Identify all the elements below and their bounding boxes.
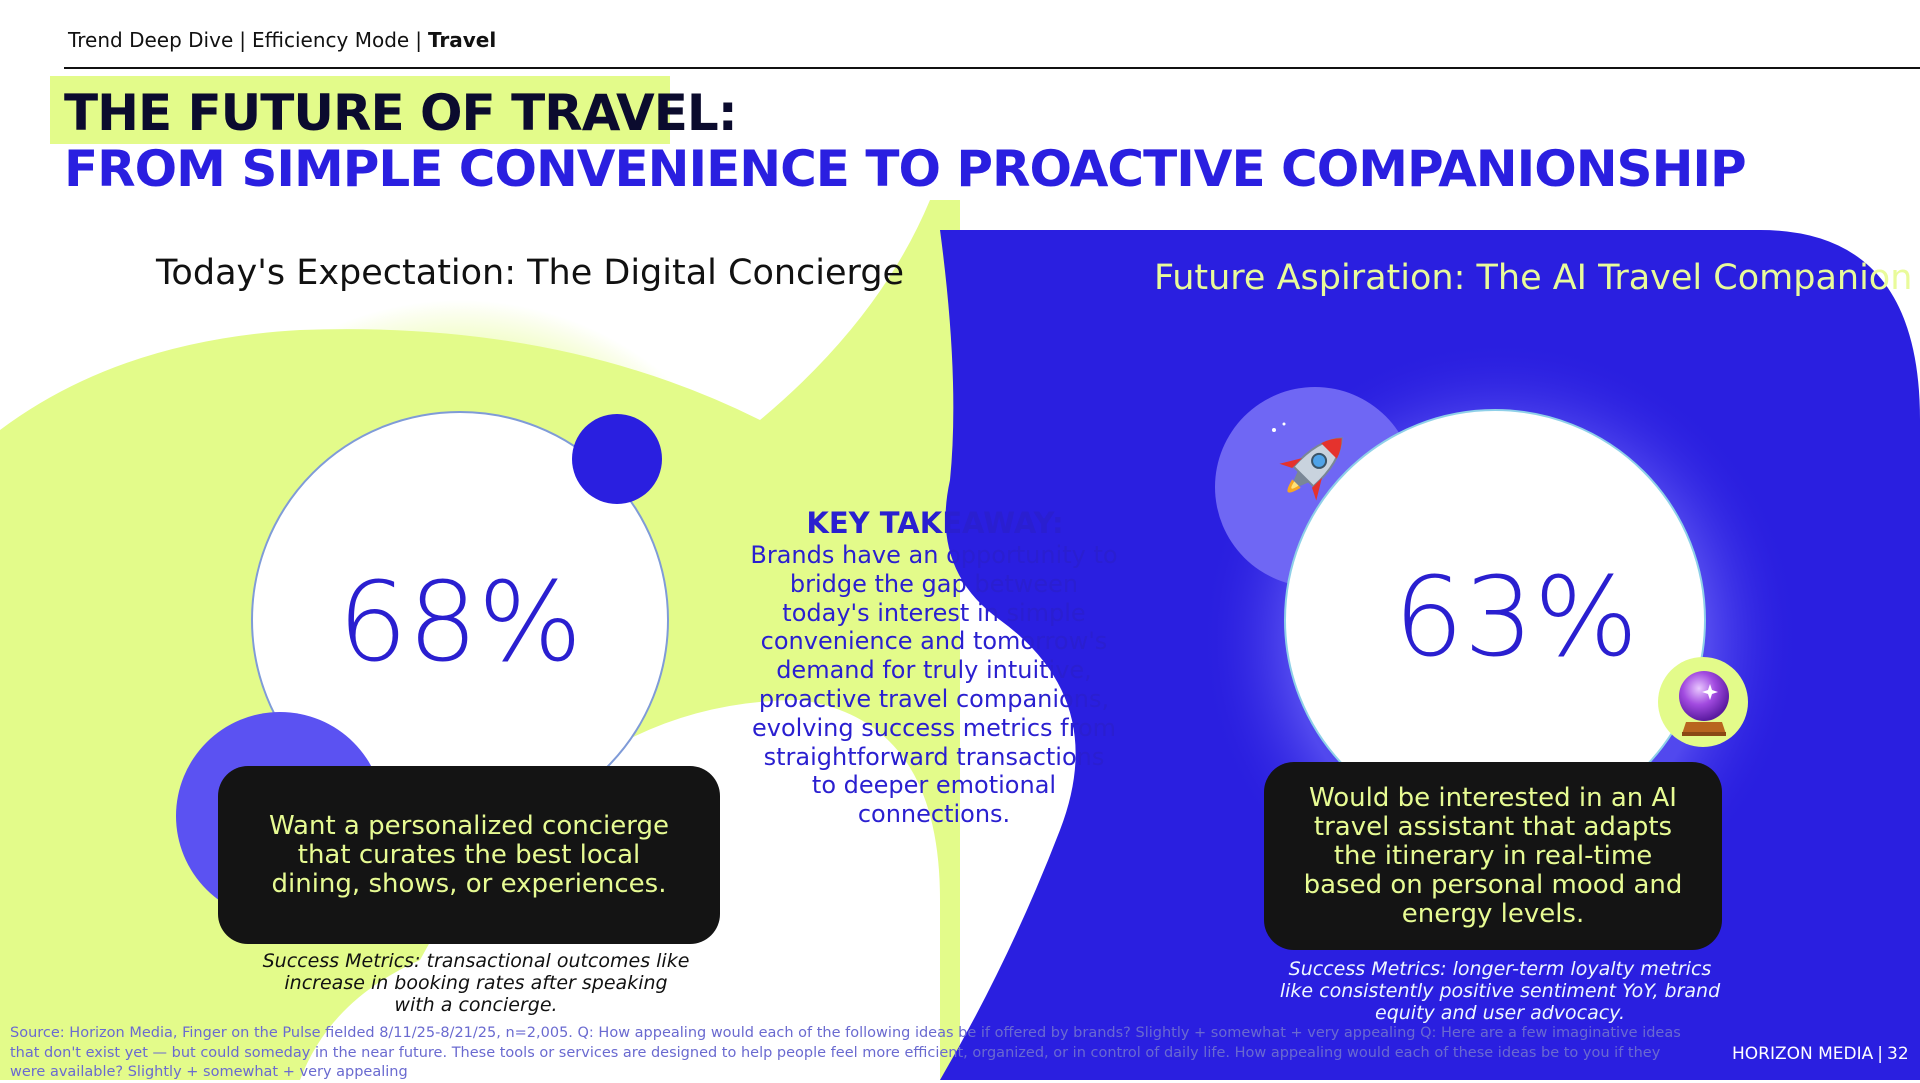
left-success-metrics: Success Metrics: transactional outcomes …	[262, 950, 690, 1016]
breadcrumb-separator: |	[239, 28, 247, 52]
crystal-ball-icon	[1679, 671, 1729, 736]
right-stat-value: 63%	[1393, 553, 1639, 681]
left-stat-value: 68%	[337, 558, 583, 686]
brand-name: HORIZON MEDIA	[1732, 1044, 1874, 1064]
page-number: 32	[1887, 1044, 1909, 1064]
right-card-text: Would be interested in an AI travel assi…	[1303, 782, 1683, 929]
rocket-icon	[1272, 422, 1348, 501]
footer-brand: HORIZON MEDIA | 32	[1732, 1044, 1909, 1064]
key-takeaway-body: Brands have an opportunity to bridge the…	[750, 541, 1118, 829]
footer-separator: |	[1877, 1044, 1884, 1064]
breadcrumb-item-efficiency-mode[interactable]: Efficiency Mode	[252, 28, 410, 52]
header-divider	[64, 67, 1920, 69]
breadcrumb-item-trend-deep-dive[interactable]: Trend Deep Dive	[68, 28, 234, 52]
right-insight-card: Would be interested in an AI travel assi…	[1264, 762, 1722, 950]
source-footnote: Source: Horizon Media, Finger on the Pul…	[10, 1025, 1681, 1080]
right-section-heading: Future Aspiration: The AI Travel Compani…	[1154, 258, 1913, 298]
left-insight-card: Want a personalized concierge that curat…	[218, 766, 720, 944]
key-takeaway-title: KEY TAKEAWAY:	[806, 506, 1064, 540]
breadcrumb-item-current: Travel	[427, 28, 497, 52]
breadcrumb: Trend Deep Dive | Efficiency Mode | Travel	[68, 28, 496, 52]
left-card-text: Want a personalized concierge that curat…	[269, 810, 669, 899]
left-section-heading: Today's Expectation: The Digital Concier…	[156, 253, 905, 293]
breadcrumb-separator: |	[415, 28, 422, 52]
page-subtitle: FROM SIMPLE CONVENIENCE TO PROACTIVE COM…	[64, 140, 1747, 198]
title-highlight	[50, 76, 670, 144]
page-title: THE FUTURE OF TRAVEL:	[64, 84, 738, 142]
right-success-metrics: Success Metrics: longer-term loyalty met…	[1279, 958, 1721, 1024]
